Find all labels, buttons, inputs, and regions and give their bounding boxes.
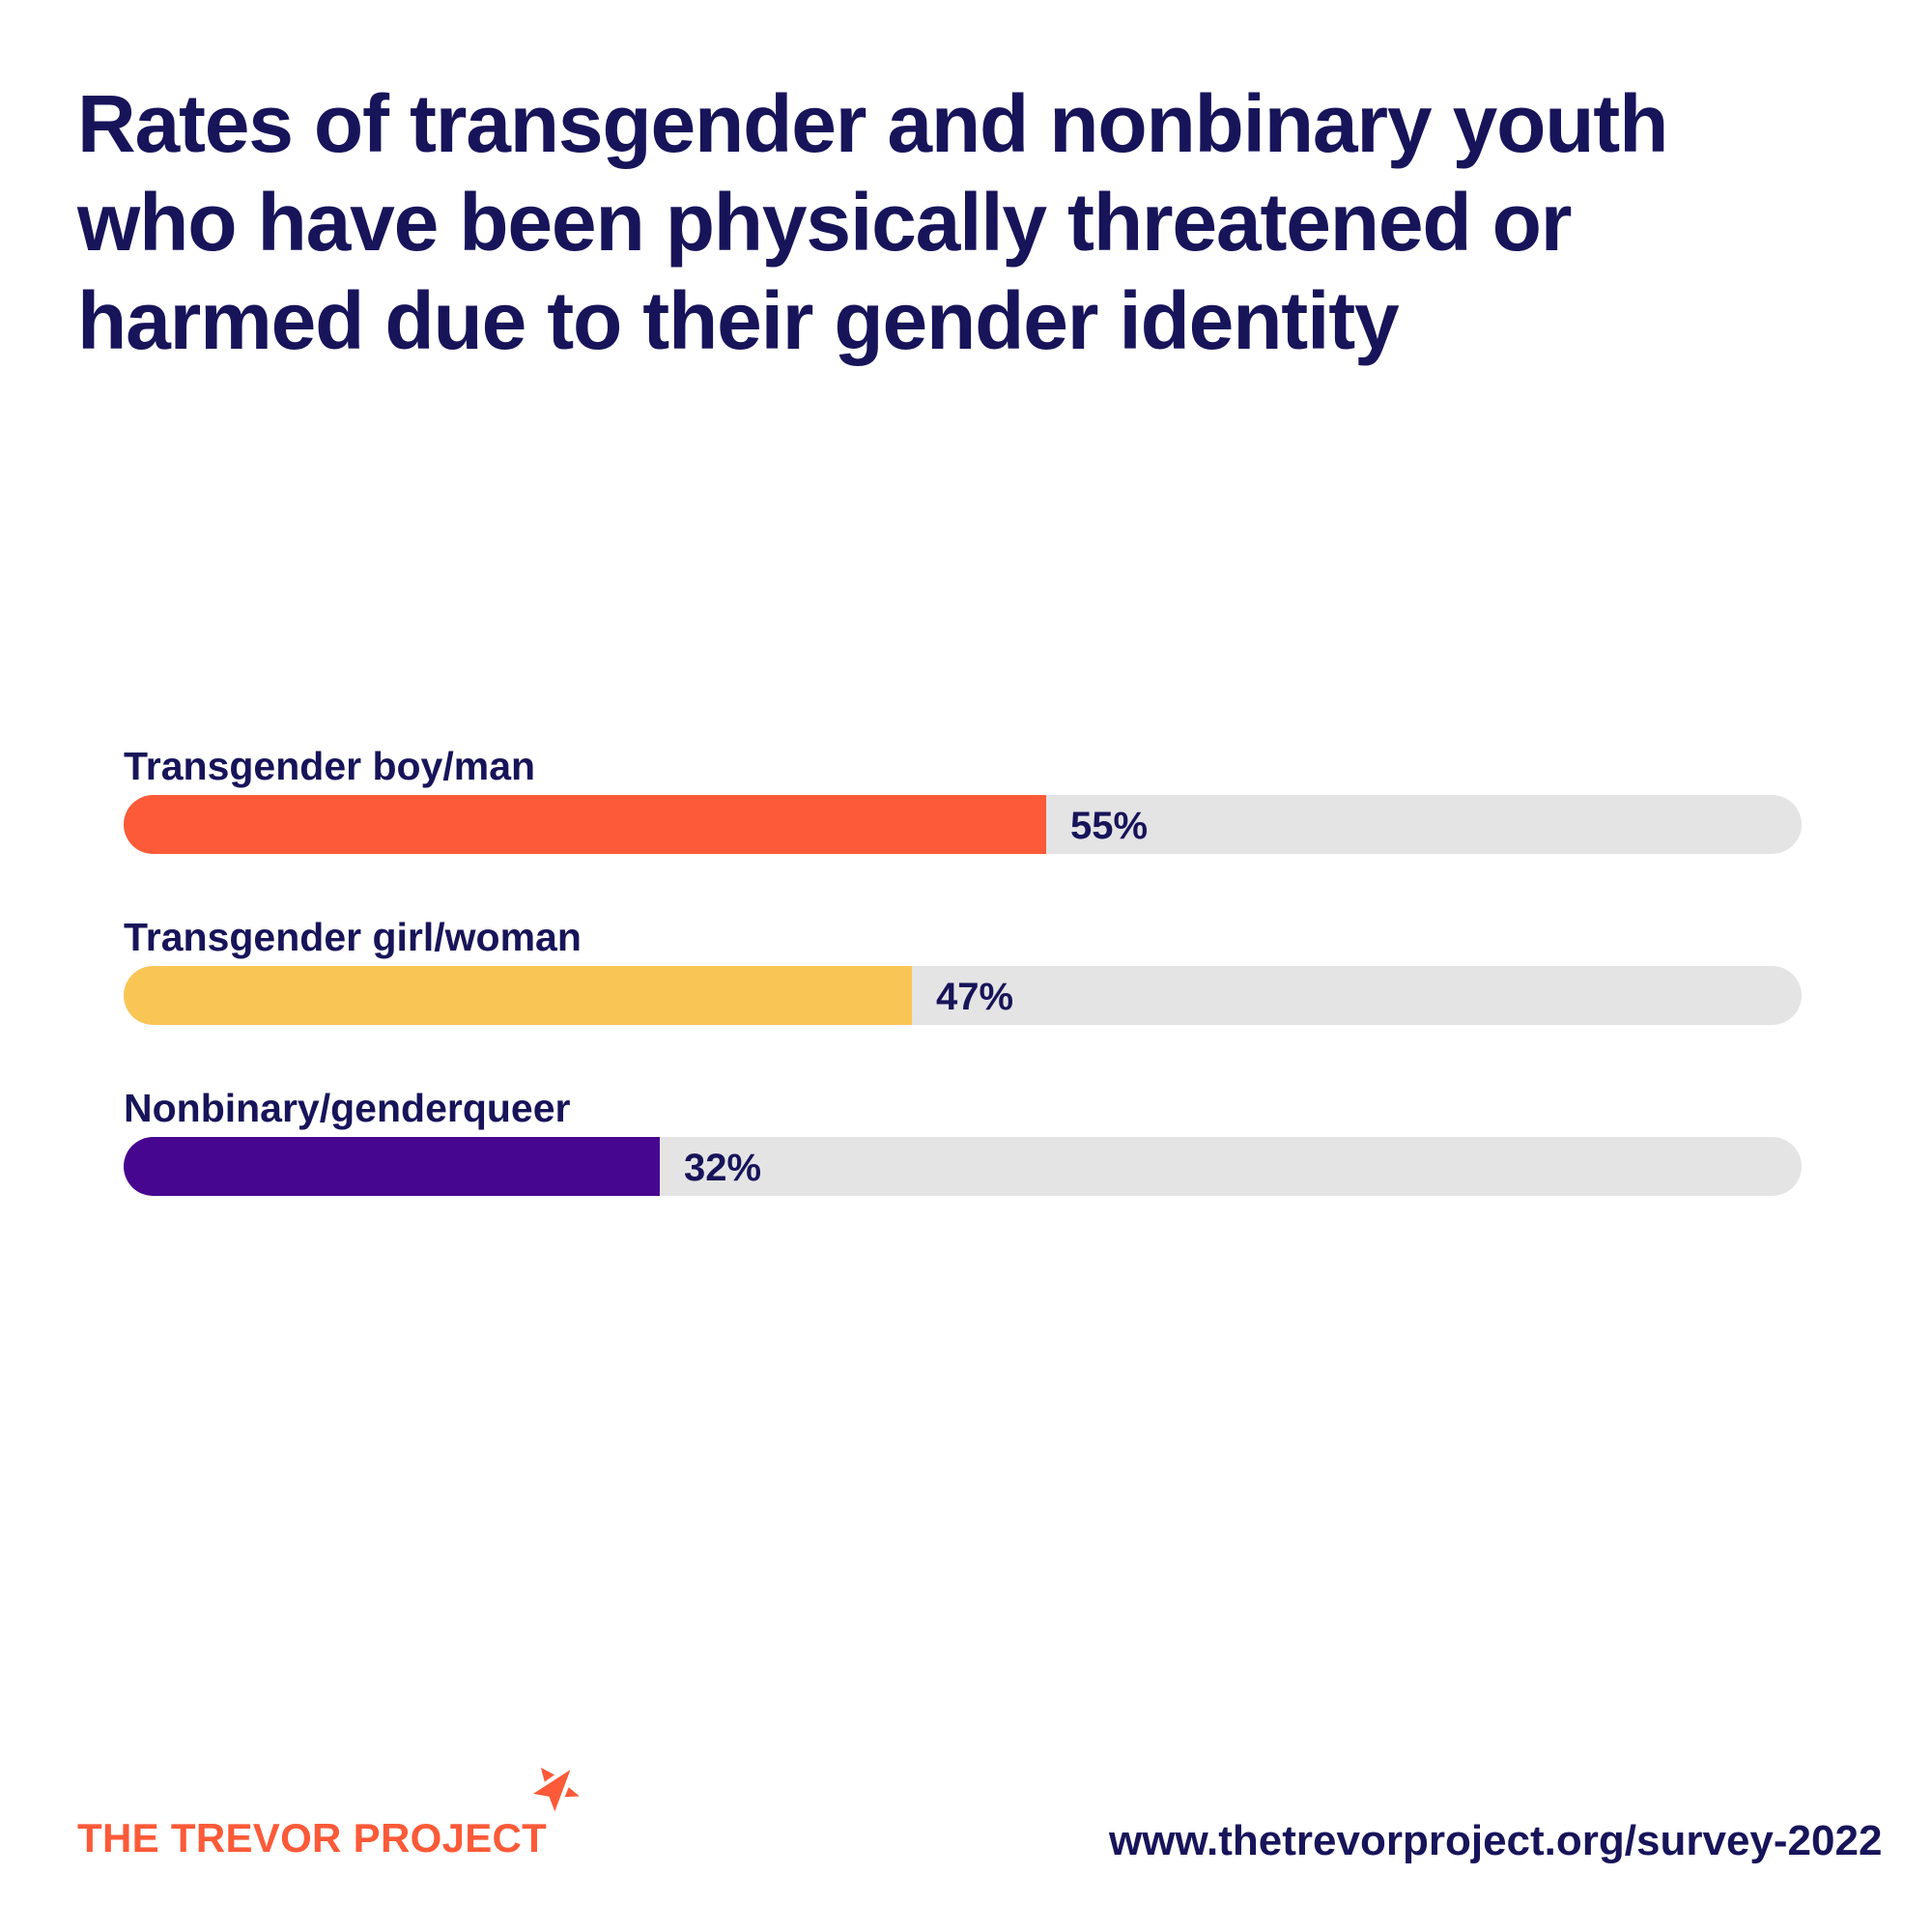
svg-text:THE TREVOR PROJECT: THE TREVOR PROJECT [77,1815,547,1861]
